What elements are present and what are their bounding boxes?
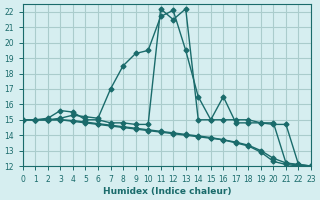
X-axis label: Humidex (Indice chaleur): Humidex (Indice chaleur) [103,187,231,196]
